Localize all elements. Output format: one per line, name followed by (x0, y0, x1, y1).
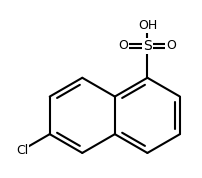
Text: O: O (119, 39, 128, 52)
Text: Cl: Cl (16, 144, 28, 157)
Text: OH: OH (138, 19, 157, 32)
Text: S: S (143, 39, 152, 53)
Text: O: O (166, 39, 176, 52)
